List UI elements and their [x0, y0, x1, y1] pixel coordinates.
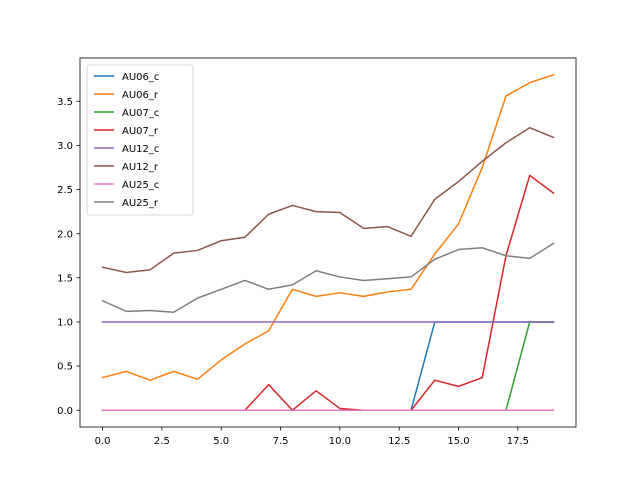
- legend-box: [86, 64, 194, 216]
- legend: AU06_c AU06_r AU07_c AU07_r AU12_c AU12_r AU25…: [86, 64, 194, 216]
- legend-label: AU12_c: [122, 144, 159, 155]
- x-tick-label: 12.5: [388, 436, 410, 447]
- x-tick-label: 2.5: [154, 436, 170, 447]
- x-tick-label: 17.5: [507, 436, 529, 447]
- x-tick-label: 7.5: [273, 436, 289, 447]
- legend-label: AU25_c: [122, 180, 159, 191]
- y-tick-label: 0.5: [57, 362, 73, 373]
- series-line-au12-r: [101, 126, 555, 274]
- y-tick-label: 0.0: [57, 406, 73, 417]
- legend-label: AU06_c: [122, 72, 159, 83]
- legend-label: AU12_r: [122, 162, 159, 173]
- legend-label: AU07_c: [122, 108, 159, 119]
- axes-spines: [79, 57, 577, 428]
- series-line-au06-r: [101, 73, 555, 381]
- x-axis: 0.0 2.5 5.0 7.5 10.0 12.5 15.0 17.5: [95, 427, 529, 447]
- legend-label: AU25_r: [122, 198, 159, 209]
- y-axis: 0.0 0.5 1.0 1.5 2.0 2.5 3.0 3.5: [57, 97, 80, 417]
- y-tick-label: 2.5: [57, 185, 73, 196]
- x-tick-label: 5.0: [213, 436, 229, 447]
- x-tick-label: 0.0: [95, 436, 111, 447]
- x-tick-label: 10.0: [329, 436, 351, 447]
- y-tick-label: 3.5: [57, 97, 73, 108]
- legend-label: AU07_r: [122, 126, 159, 137]
- axes-frame: [79, 57, 577, 428]
- y-tick-label: 1.5: [57, 273, 73, 284]
- y-tick-label: 3.0: [57, 141, 73, 152]
- y-tick-label: 1.0: [57, 318, 73, 329]
- x-tick-label: 15.0: [447, 436, 469, 447]
- series-layer: [101, 73, 555, 411]
- y-tick-label: 2.0: [57, 229, 73, 240]
- series-line-au25-r: [101, 242, 555, 313]
- legend-label: AU06_r: [122, 90, 159, 101]
